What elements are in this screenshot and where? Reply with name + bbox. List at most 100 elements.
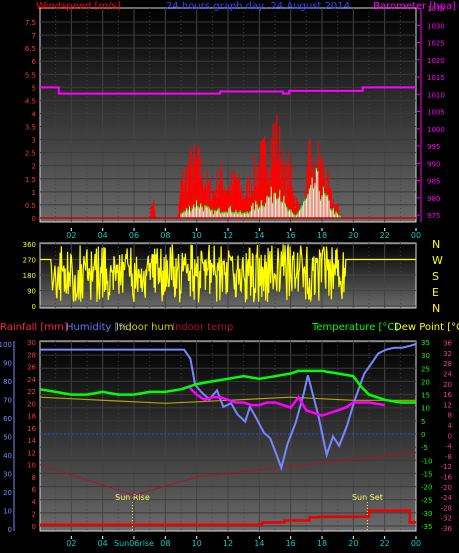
direction-label-e: E [432,286,439,299]
temperature-ytick-label: 35 [421,339,430,347]
wind-average-point [316,170,319,173]
wind-average-point [318,190,321,193]
wind-average-point [301,204,304,207]
dewpoint-ytick-label: -24 [441,494,453,502]
wind-ytick-label: 6.5 [25,45,36,53]
wind-average-point [263,205,266,208]
wind-ytick-label: 5 [32,84,36,92]
wind-average-point [202,210,205,213]
wind-average-point [256,203,259,206]
wind-panel-xtick-label: 12 [223,231,233,240]
rainfall-ytick-label: 10 [27,462,36,470]
wind-average-point [312,187,315,190]
barometer-ytick-label: 1025 [427,40,445,48]
dewpoint-ytick-label: -12 [441,463,452,471]
wind-average-point [309,184,312,187]
dewpoint-ytick-label: 28 [443,360,452,368]
dewpoint-ytick-label: -28 [441,504,452,512]
wind-panel-xtick-label: 18 [317,231,327,240]
wind-average-point [294,215,297,217]
dewpoint-ytick-label: 16 [443,391,452,399]
wind-average-point [278,189,281,192]
wind-average-point [219,212,222,215]
rainfall-ytick-label: 4 [32,498,37,506]
direction-label-s: S [432,270,439,283]
wind-average-point [277,197,280,200]
rainfall-ytick-label: 24 [27,376,36,384]
direction-ytick-label: 270 [23,257,36,265]
humidity-ytick-label: 0 [8,526,12,534]
barometer-ytick-label: 1030 [427,22,445,30]
wind-average-point [184,210,187,213]
wind-average-point [226,211,229,214]
wind-average-point [220,211,223,214]
rainfall-ytick-label: 0 [32,523,36,531]
wind-average-point [254,200,257,203]
barometer-ytick-label: 975 [427,212,440,220]
wind-average-point [257,207,260,210]
wind-ytick-label: 6 [32,58,37,66]
temperature-panel-xtick-label: Sun06rise [114,539,154,548]
direction-ytick-label: 90 [27,288,36,296]
dewpoint-ytick-label: -16 [441,474,453,482]
wind-panel-xtick-label: 14 [254,231,264,240]
temperature-ytick-label: 30 [421,352,430,360]
wind-average-point [297,211,299,214]
wind-direction-line [40,244,416,303]
dewpoint-ytick-label: 12 [443,401,452,409]
wind-average-point [195,199,198,202]
wind-average-point [328,199,330,202]
temperature-ytick-label: -5 [421,444,428,452]
wind-panel-xtick-label: 04 [98,231,108,240]
rainfall-ytick-label: 16 [27,425,36,433]
wind-average-point [199,203,202,205]
dewpoint-ytick-label: -8 [445,453,452,461]
wind-average-point [212,213,215,216]
wind-average-point [285,206,288,209]
temperature-ytick-label: -30 [421,510,432,518]
rainfall-ytick-label: 26 [27,364,36,372]
dewpoint-ytick-label: -4 [445,443,453,451]
humidity-ytick-label: 100 [0,341,12,349]
dew-point-line [180,385,385,417]
wind-average-point [187,209,189,212]
dewpoint-ytick-label: 20 [443,381,452,389]
wind-average-point [281,201,284,204]
wind-panel-xtick-label: 16 [286,231,296,240]
direction-ytick-label: 180 [23,272,36,280]
humidity-ytick-label: 90 [3,360,12,368]
direction-label-n-bottom: N [432,302,441,315]
wind-average-point [311,177,314,179]
temperature-ytick-label: 0 [421,431,425,439]
wind-average-point [266,195,268,198]
indoor-humidity-line [39,396,416,404]
wind-ytick-label: 7 [32,32,36,40]
wind-average-point [194,207,197,209]
wind-average-point [213,209,216,212]
legend-dew-point: Dew Point [°C] [394,322,459,333]
wind-average-point [329,208,332,211]
barometer-ytick-label: 995 [427,143,440,151]
wind-average-point [180,212,182,215]
wind-average-point [274,192,277,195]
wind-average-point [201,206,204,209]
temperature-panel-xtick-label: 22 [380,539,390,548]
temperature-ytick-label: -10 [421,457,432,465]
wind-average-point [236,212,239,215]
temperature-panel-xtick-label: 08 [160,539,170,548]
wind-average-point [223,211,226,214]
wind-average-point [204,205,206,207]
wind-average-point [302,200,305,203]
wind-average-point [215,210,218,212]
wind-average-point [339,215,342,218]
temperature-panel-xtick-label: 20 [348,539,358,548]
wind-average-point [192,204,195,206]
wind-panel-xtick-label: 00 [411,231,421,240]
wind-ytick-label: 3 [32,137,36,145]
sun-marker-label: Sun Set [352,493,383,502]
wind-average-point [240,213,243,215]
wind-average-point [332,207,335,210]
temperature-ytick-label: 25 [421,365,430,373]
rainfall-ytick-label: 28 [27,351,36,359]
temperature-panel-xtick-label: 16 [286,539,296,548]
